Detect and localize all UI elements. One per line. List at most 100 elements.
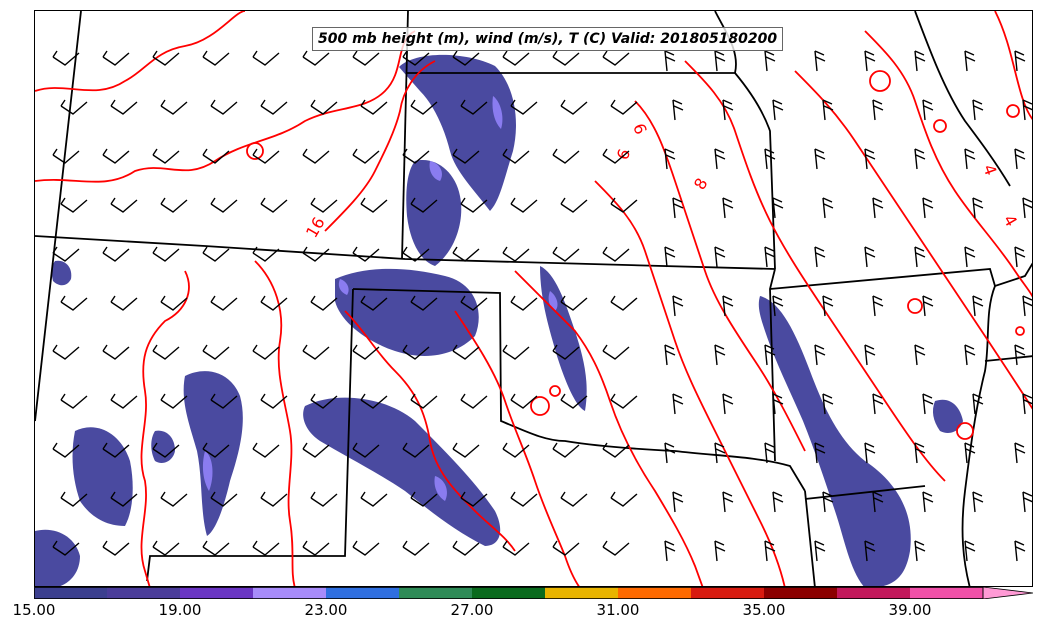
wind-barb — [602, 50, 630, 66]
wind-barb — [452, 50, 480, 66]
colorbar-swatch — [618, 587, 692, 599]
wind-barb — [602, 540, 630, 556]
map-canvas: 6 6 8 16 4 4 — [35, 11, 1032, 586]
wind-barb — [402, 50, 430, 66]
wind-barb — [764, 344, 776, 366]
colorbar-tick-label: 27.00 — [450, 601, 494, 619]
wind-barb — [772, 197, 784, 219]
wind-barb — [914, 540, 926, 562]
wind-barb — [460, 295, 488, 311]
wind-barb — [664, 344, 676, 366]
map-title: 500 mb height (m), wind (m/s), T (C) Val… — [312, 27, 784, 51]
wind-barb — [864, 540, 876, 562]
wind-barb — [52, 442, 80, 458]
wind-barb — [872, 393, 884, 415]
wind-barb — [672, 197, 684, 219]
wind-barb — [160, 393, 188, 409]
wind-barb — [102, 344, 130, 360]
wind-barb — [664, 50, 676, 72]
colorbar-swatch — [472, 587, 546, 599]
wind-barb — [822, 491, 834, 513]
wind-barb — [772, 491, 784, 513]
wind-barb — [714, 148, 726, 170]
wind-barb — [502, 50, 530, 66]
wind-barbs — [52, 50, 1032, 562]
wind-barb — [410, 295, 438, 311]
wind-barb — [260, 295, 288, 311]
colorbar-tick-label: 23.00 — [304, 601, 348, 619]
wind-barb — [460, 393, 488, 409]
wind-barb — [60, 295, 88, 311]
wind-barb — [772, 393, 784, 415]
contour-label: 16 — [302, 214, 329, 241]
wind-barb — [352, 344, 380, 360]
wind-barb — [352, 246, 380, 262]
wind-barb — [664, 246, 676, 268]
wind-barb — [610, 99, 638, 115]
colorbar-tick-label: 15.00 — [12, 601, 56, 619]
wind-barb — [872, 99, 884, 121]
colorbar-tick-label: 31.00 — [596, 601, 640, 619]
wind-barb — [502, 246, 530, 262]
wind-barb — [160, 197, 188, 213]
colorbar-swatch — [180, 587, 254, 599]
colorbar-tick-label: 39.00 — [888, 601, 932, 619]
wind-barb — [502, 148, 530, 164]
wind-barb — [814, 148, 826, 170]
wind-barb — [310, 393, 338, 409]
wind-barb — [202, 540, 230, 556]
wind-barb — [1022, 295, 1032, 317]
wind-barb — [610, 197, 638, 213]
wind-barb — [202, 246, 230, 262]
wind-barb — [252, 148, 280, 164]
wind-barb — [560, 295, 588, 311]
wind-barb — [202, 442, 230, 458]
wind-barb — [102, 50, 130, 66]
wind-barb — [210, 99, 238, 115]
wind-barb — [964, 246, 976, 268]
wind-barb — [102, 246, 130, 262]
map-panel[interactable]: 6 6 8 16 4 4 500 mb height (m), wind (m/… — [34, 10, 1033, 587]
wind-barb — [252, 344, 280, 360]
wind-barb — [872, 295, 884, 317]
colorbar-swatch — [691, 587, 765, 599]
wind-barb — [152, 540, 180, 556]
wind-barb — [714, 50, 726, 72]
contour-label: 6 — [613, 146, 634, 162]
colorbar-border — [34, 587, 984, 599]
wind-barb — [772, 295, 784, 317]
wind-barb — [302, 442, 330, 458]
wind-barb — [714, 442, 726, 464]
wind-barb — [672, 393, 684, 415]
wind-barb — [410, 393, 438, 409]
wind-barb — [1014, 540, 1026, 562]
wind-barb — [302, 50, 330, 66]
wind-barb — [160, 99, 188, 115]
colorbar-swatch — [399, 587, 473, 599]
wind-barb — [964, 442, 976, 464]
wind-barb — [152, 148, 180, 164]
wind-barb — [964, 148, 976, 170]
wind-barb — [764, 148, 776, 170]
wind-barb — [510, 393, 538, 409]
wind-barb — [502, 442, 530, 458]
wind-barb — [872, 491, 884, 513]
wind-barb — [52, 50, 80, 66]
wind-barb — [914, 442, 926, 464]
wind-barb — [60, 197, 88, 213]
wind-barb — [914, 246, 926, 268]
wind-barb — [814, 50, 826, 72]
wind-barb — [110, 393, 138, 409]
colorbar-extend-arrow — [982, 587, 1033, 599]
wind-barb — [672, 99, 684, 121]
wind-barb — [452, 442, 480, 458]
wind-barb — [152, 246, 180, 262]
colorbar-tick-label: 19.00 — [158, 601, 202, 619]
wind-barb — [60, 99, 88, 115]
wind-barb — [210, 295, 238, 311]
wind-barb — [302, 246, 330, 262]
colorbar-swatch — [545, 587, 619, 599]
wind-barb — [102, 442, 130, 458]
wind-barb — [510, 295, 538, 311]
wind-barb — [822, 197, 834, 219]
